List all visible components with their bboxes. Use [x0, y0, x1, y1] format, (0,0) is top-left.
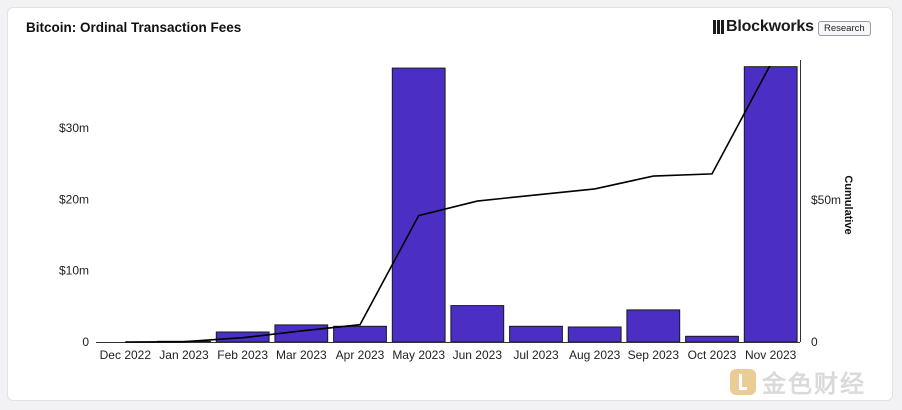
watermark: 金色财经 [730, 364, 866, 399]
bar-jul-2023 [509, 325, 563, 343]
bar-oct-2023 [685, 335, 739, 343]
brand-logo: Blockworks [713, 18, 814, 36]
y-left-tick-label: $10m [59, 264, 89, 278]
y-right-tick-label: 0 [811, 335, 818, 349]
bar-sep-2023 [626, 309, 681, 343]
x-tick-label: Dec 2022 [100, 348, 152, 362]
x-tick-label: Jan 2023 [159, 348, 209, 362]
x-tick-label: Nov 2023 [745, 348, 797, 362]
x-tick-label: Sep 2023 [628, 348, 680, 362]
bar-apr-2023 [333, 325, 387, 343]
brand-mark-icon [713, 19, 725, 35]
chart-title: Bitcoin: Ordinal Transaction Fees [26, 20, 242, 35]
bar-jun-2023 [450, 305, 505, 343]
x-tick-label: Jun 2023 [453, 348, 503, 362]
bar-aug-2023 [567, 326, 622, 343]
y-right-axis-label: Cumulative [842, 175, 854, 234]
cumulative-line [125, 66, 771, 343]
research-badge: Research [818, 21, 871, 36]
x-tick-label: Aug 2023 [569, 348, 621, 362]
watermark-logo-icon [730, 368, 756, 395]
bar-nov-2023 [743, 66, 798, 343]
y-left-tick-label: $30m [59, 121, 89, 135]
x-tick-label: May 2023 [392, 348, 445, 362]
watermark-text: 金色财经 [762, 371, 866, 398]
x-tick-label: Mar 2023 [276, 348, 327, 362]
bar-may-2023 [391, 67, 446, 343]
y-left-tick-label: $20m [59, 192, 89, 206]
x-tick-label: Feb 2023 [217, 348, 268, 362]
y-right-tick-label: $50m [811, 193, 841, 207]
y-left-tick-label: 0 [82, 335, 89, 349]
x-tick-label: Oct 2023 [688, 348, 737, 362]
x-tick-label: Jul 2023 [513, 348, 559, 362]
x-tick-label: Apr 2023 [336, 348, 385, 362]
brand-name: Blockworks [726, 18, 814, 35]
